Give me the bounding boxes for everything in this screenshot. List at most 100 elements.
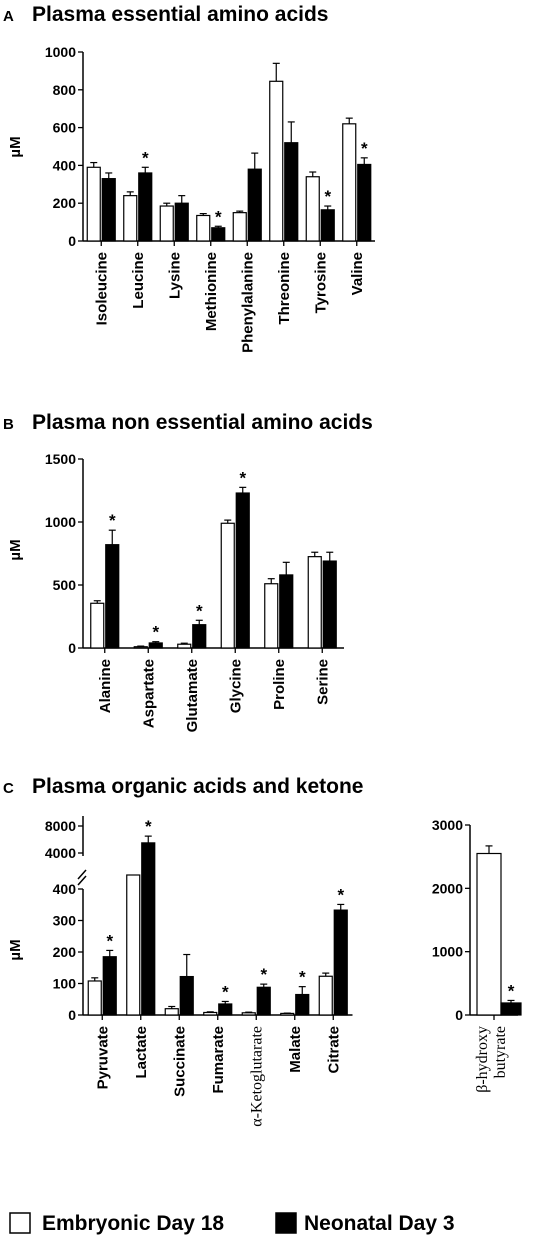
bar-aspartate-embryonic-day-18	[133, 646, 148, 649]
y-tick-label: 300	[53, 913, 77, 929]
x-tick-label-lactate: Lactate	[133, 1026, 150, 1079]
y-tick-label: 0	[455, 1007, 463, 1023]
bar-pyruvate-neonatal-day-3	[102, 956, 117, 1016]
x-tick-label-alanine: Alanine	[97, 659, 114, 713]
bar-lysine-neonatal-day-3	[174, 202, 189, 242]
bar-lysine-embryonic-day-18	[159, 205, 174, 242]
y-tick-label: 800	[53, 82, 77, 98]
x-tick-label-isoleucine: Isoleucine	[93, 252, 110, 325]
panel-title-c: Plasma organic acids and ketone	[32, 775, 363, 798]
x-tick-label-citrate: Citrate	[325, 1026, 342, 1074]
y-tick-label: 0	[68, 233, 76, 249]
bar-alanine-embryonic-day-18	[90, 602, 105, 649]
bar-serine-neonatal-day-3	[322, 560, 337, 649]
bar-phenylalanine-neonatal-day-3	[247, 168, 262, 242]
bar-glutamate-neonatal-day-3	[192, 624, 207, 649]
x-tick-label-fumarate: Fumarate	[210, 1026, 227, 1094]
significance-star-valine: *	[361, 139, 368, 158]
significance-star-citrate: *	[337, 885, 344, 904]
x-tick-label-ketoglutarate: α-Ketoglutarate	[248, 1026, 265, 1127]
panel-title-a: Plasma essential amino acids	[32, 3, 328, 26]
bar-succinate-neonatal-day-3	[179, 975, 194, 1016]
y-tick-label: 600	[53, 120, 77, 136]
significance-star-tyrosine: *	[324, 187, 331, 206]
bar-tyrosine-neonatal-day-3	[320, 209, 335, 242]
bar-malate-neonatal-day-3	[295, 993, 310, 1016]
bar-glycine-neonatal-day-3	[235, 492, 250, 649]
bar-threonine-neonatal-day-3	[284, 142, 299, 242]
x-tick-label-malate: Malate	[287, 1026, 304, 1073]
y-tick-label: 2000	[432, 880, 463, 896]
x-tick-label-beta-hydroxy-butyrate-line-1: β-hydroxy	[474, 1026, 491, 1093]
panel-b-bars: * * * *	[90, 468, 337, 649]
x-tick-label-phenylalanine: Phenylalanine	[239, 252, 256, 353]
significance-star-methionine: *	[215, 207, 222, 226]
significance-star-lactate: *	[145, 817, 152, 836]
y-tick-label: 0	[68, 640, 76, 656]
significance-star-ketoglutarate: *	[260, 965, 267, 984]
y-tick-label: 3000	[432, 817, 463, 833]
bar-isoleucine-neonatal-day-3	[101, 178, 116, 242]
bar-lactate-neonatal-day-3	[141, 842, 156, 1016]
bar-beta-hydroxy-butyrate-embryonic-day-18	[476, 852, 502, 1016]
x-tick-label-succinate: Succinate	[171, 1026, 188, 1097]
bar-succinate-embryonic-day-18	[164, 1008, 179, 1016]
bar-threonine-embryonic-day-18	[269, 80, 284, 242]
y-tick-label: 4000	[45, 845, 76, 861]
legend-swatch-neonatal-day-3	[275, 1212, 297, 1234]
bar-valine-neonatal-day-3	[357, 163, 372, 242]
significance-star-glycine: *	[239, 468, 246, 487]
x-tick-label-methionine: Methionine	[203, 252, 220, 331]
bar-beta-hydroxy-butyrate-neonatal-day-3	[500, 1002, 522, 1016]
significance-star-glutamate: *	[196, 601, 203, 620]
x-tick-label-pyruvate: Pyruvate	[94, 1026, 111, 1089]
bar-citrate-neonatal-day-3	[333, 909, 348, 1016]
x-tick-label-lysine: Lysine	[166, 252, 183, 299]
legend-label-embryonic-day-18: Embryonic Day 18	[42, 1212, 224, 1235]
panel-c-bars: * * * * * *	[87, 817, 348, 1016]
panel-letter-a: A	[3, 8, 14, 25]
panel-letter-b: B	[3, 416, 14, 433]
y-tick-label: 400	[53, 157, 77, 173]
y-tick-label: 400	[53, 881, 77, 897]
significance-star-aspartate: *	[152, 623, 159, 642]
y-tick-label: 8000	[45, 818, 76, 834]
x-tick-label-leucine: Leucine	[130, 252, 147, 309]
y-tick-label: 200	[53, 944, 77, 960]
bar-proline-neonatal-day-3	[279, 574, 294, 649]
x-tick-label-tyrosine: Tyrosine	[312, 252, 329, 313]
bar-leucine-neonatal-day-3	[138, 172, 153, 242]
y-axis-label: µM	[7, 539, 24, 560]
panel-a-bars: * * * *	[86, 62, 372, 242]
bar-fumarate-embryonic-day-18	[203, 1011, 218, 1016]
bar-ketoglutarate-neonatal-day-3	[256, 986, 271, 1016]
x-tick-label-aspartate: Aspartate	[140, 659, 157, 728]
legend-label-neonatal-day-3: Neonatal Day 3	[304, 1212, 455, 1235]
x-tick-label-glycine: Glycine	[227, 659, 244, 713]
x-tick-label-valine: Valine	[349, 252, 366, 295]
y-tick-label: 200	[53, 195, 77, 211]
panel-c-right-bars: *	[476, 845, 522, 1016]
bar-citrate-embryonic-day-18	[318, 975, 333, 1016]
significance-star-alanine: *	[109, 511, 116, 530]
bar-methionine-neonatal-day-3	[211, 227, 226, 242]
y-tick-label: 1500	[45, 451, 76, 467]
bar-alanine-neonatal-day-3	[105, 544, 120, 649]
x-tick-label-proline: Proline	[271, 659, 288, 710]
x-tick-label-beta-hydroxy-butyrate-line-2: butyrate	[492, 1026, 509, 1078]
panel-letter-c: C	[3, 780, 14, 797]
bar-phenylalanine-embryonic-day-18	[232, 212, 247, 242]
y-tick-label: 100	[53, 976, 77, 992]
y-tick-label: 0	[68, 1007, 76, 1023]
y-tick-label: 1000	[45, 514, 76, 530]
bar-fumarate-neonatal-day-3	[218, 1003, 233, 1016]
bar-proline-embryonic-day-18	[264, 583, 279, 649]
bar-lactate-embryonic-day-18	[126, 874, 141, 1016]
bar-ketoglutarate-embryonic-day-18	[241, 1012, 256, 1016]
significance-star-pyruvate: *	[106, 931, 113, 950]
y-tick-label: 1000	[432, 944, 463, 960]
bar-pyruvate-embryonic-day-18	[87, 980, 102, 1016]
y-axis-label: µM	[7, 136, 24, 157]
bar-aspartate-neonatal-day-3	[148, 642, 163, 649]
